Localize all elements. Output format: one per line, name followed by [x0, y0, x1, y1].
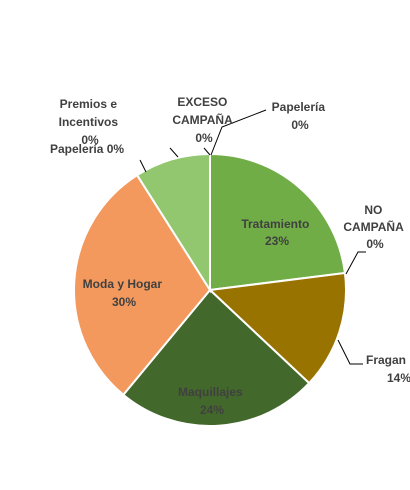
- label-no-campana: NO CAMPAÑA 0%: [343, 203, 406, 251]
- pie-slice-papeler-a: [135, 152, 211, 294]
- label-maquillajes: Maquillajes 24%: [178, 385, 246, 417]
- pie-slice-tratamiento: [209, 152, 347, 292]
- leader-line-fragancias: [337, 339, 363, 365]
- leader-lines: [139, 109, 366, 365]
- pie-slices: [73, 152, 347, 427]
- pie-slice-fragancias: [207, 271, 347, 385]
- label-papeleria-right: Papelería 0%: [272, 100, 329, 132]
- leader-line-papeleria-left: [139, 159, 147, 173]
- label-premios: Premios e Incentivos 0%: [59, 97, 122, 147]
- leader-line-no-campana: [345, 251, 366, 275]
- label-moda-y-hogar: Moda y Hogar 30%: [83, 277, 166, 309]
- pie-slice-maquillajes: [121, 288, 311, 427]
- leader-line-papeleria-top: [210, 109, 267, 156]
- label-tratamiento: Tratamiento 23%: [241, 217, 312, 248]
- leader-line-exceso: [203, 147, 211, 156]
- label-exceso-campana: EXCESO CAMPAÑA 0%: [172, 95, 235, 145]
- leader-line-premios: [169, 147, 179, 158]
- data-labels: Tratamiento 23% Fragan 14% Maquillajes 2…: [50, 95, 410, 417]
- label-papeleria-left: Papelería 0%: [50, 142, 124, 156]
- label-fragancias: Fragan 14%: [366, 353, 410, 385]
- pie-slice-moda-y-hogar: [73, 173, 212, 397]
